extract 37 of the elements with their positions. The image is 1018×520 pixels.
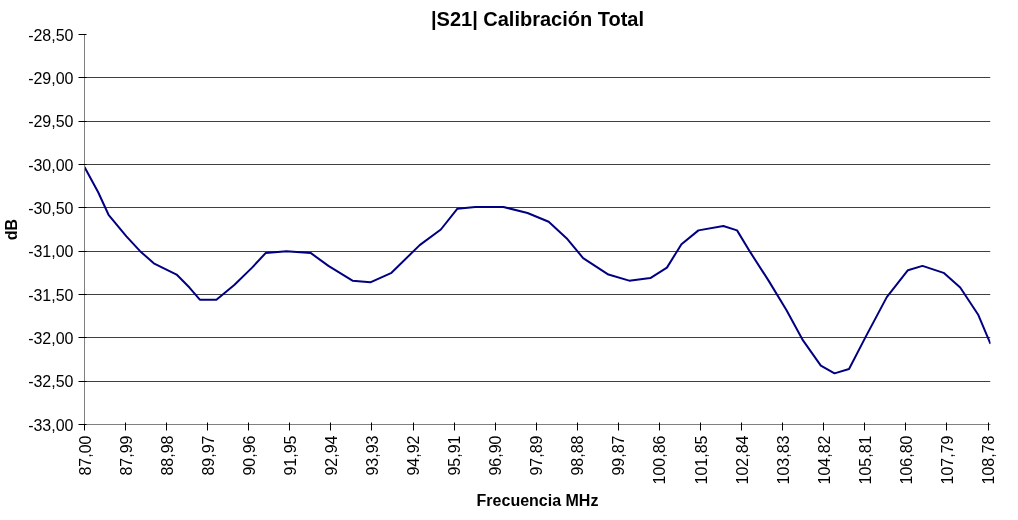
x-tick-label: 107,79: [938, 435, 956, 485]
y-tick-label: -30,00: [28, 156, 74, 174]
x-tick-label: 100,86: [651, 435, 669, 485]
x-tick-label: 93,93: [363, 435, 381, 476]
x-axis-title: Frecuencia MHz: [476, 492, 599, 510]
x-tick-label: 108,78: [980, 435, 998, 485]
y-tick-label: -31,50: [28, 286, 74, 304]
x-tick-label: 90,96: [240, 435, 258, 476]
x-tick-label: 89,97: [199, 435, 217, 476]
x-tick-label: 99,87: [610, 435, 628, 476]
y-tick-label: -29,50: [28, 113, 74, 131]
x-tick-label: 98,88: [569, 435, 587, 476]
y-tick-label: -31,00: [28, 243, 74, 261]
y-tick-label: -32,50: [28, 373, 74, 391]
x-tick-label: 101,85: [692, 435, 710, 485]
y-tick-label: -29,00: [28, 69, 74, 87]
x-tick-label: 106,80: [897, 435, 915, 485]
x-tick-label: 92,94: [322, 435, 340, 476]
chart-title: |S21| Calibración Total: [430, 7, 645, 30]
x-tick-label: 96,90: [487, 435, 505, 476]
y-tick-label: -32,00: [28, 329, 74, 347]
x-tick-label: 105,81: [856, 435, 874, 485]
x-tick-label: 94,92: [405, 435, 423, 476]
x-tick-label: 91,95: [281, 435, 299, 476]
x-tick-label: 87,00: [76, 435, 94, 476]
y-tick-label: -33,00: [28, 416, 74, 434]
x-tick-label: 88,98: [158, 435, 176, 476]
x-tick-label: 104,82: [815, 435, 833, 485]
x-tick-label: 97,89: [528, 435, 546, 476]
x-tick-label: 102,84: [733, 435, 751, 485]
line-series: [84, 166, 991, 375]
x-tick-label: 87,99: [117, 435, 135, 476]
x-tick-label: 103,83: [774, 435, 792, 485]
y-tick-label: -30,50: [28, 199, 74, 217]
y-axis-title: dB: [3, 218, 21, 241]
x-tick-label: 95,91: [446, 435, 464, 476]
y-tick-label: -28,50: [28, 26, 74, 44]
